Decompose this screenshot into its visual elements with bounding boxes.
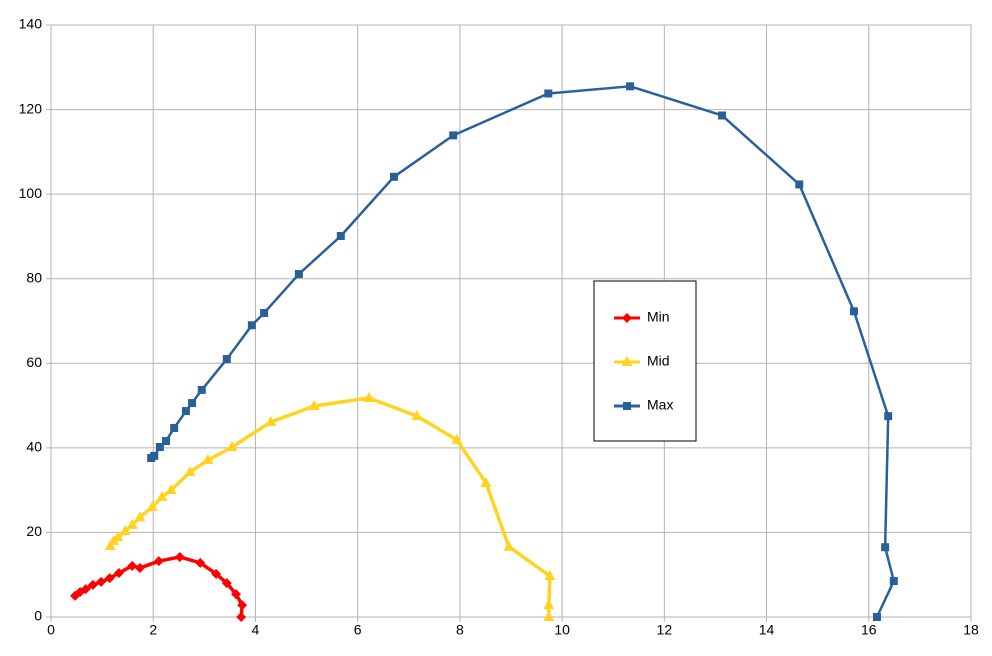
- marker: [718, 111, 727, 120]
- marker: [237, 600, 248, 611]
- marker: [126, 518, 138, 529]
- marker: [162, 437, 170, 446]
- marker: [231, 589, 242, 600]
- marker: [449, 131, 458, 140]
- x-tick-label: 8: [456, 622, 464, 638]
- marker: [184, 465, 196, 476]
- marker: [480, 476, 492, 487]
- x-tick-label: 18: [963, 622, 979, 638]
- marker: [236, 612, 247, 622]
- marker: [104, 573, 115, 584]
- marker: [195, 557, 206, 568]
- y-tick-label: 20: [26, 523, 42, 539]
- marker: [626, 82, 635, 91]
- x-tick-label: 6: [354, 622, 362, 638]
- marker: [165, 484, 177, 495]
- marker: [202, 454, 214, 465]
- marker: [119, 525, 131, 536]
- marker: [104, 539, 116, 550]
- marker: [543, 599, 555, 610]
- marker: [147, 454, 156, 463]
- marker: [170, 423, 179, 432]
- legend: Min Mid Max: [593, 280, 697, 442]
- marker: [543, 611, 555, 621]
- x-tick-label: 0: [47, 622, 55, 638]
- legend-label: Max: [647, 397, 673, 413]
- x-tick-label: 2: [149, 622, 157, 638]
- legend-label: Min: [647, 309, 670, 325]
- marker: [363, 391, 375, 402]
- x-tick-label: 10: [554, 622, 570, 638]
- marker: [211, 568, 222, 579]
- marker: [294, 270, 303, 279]
- marker: [622, 313, 632, 323]
- marker: [146, 501, 158, 512]
- legend-box: [593, 280, 697, 442]
- series-line: [150, 85, 896, 618]
- y-tick-label: 0: [34, 608, 42, 624]
- y-tick-label: 60: [26, 354, 42, 370]
- legend-label: Mid: [647, 353, 670, 369]
- marker: [70, 590, 81, 601]
- marker: [260, 308, 269, 317]
- marker: [389, 172, 398, 181]
- marker: [221, 578, 232, 589]
- marker: [544, 89, 553, 98]
- marker: [155, 443, 164, 452]
- plot-frame: [50, 24, 972, 618]
- marker: [134, 511, 146, 522]
- y-tick-label: 100: [19, 185, 43, 201]
- marker: [181, 407, 190, 416]
- y-tick-label: 120: [19, 100, 43, 116]
- marker: [411, 410, 423, 421]
- marker: [197, 385, 206, 394]
- x-tick-label: 16: [861, 622, 877, 638]
- marker: [156, 490, 168, 501]
- marker: [188, 399, 197, 408]
- marker: [849, 307, 858, 316]
- marker: [134, 562, 145, 573]
- marker: [881, 543, 890, 552]
- marker: [265, 416, 277, 427]
- marker: [451, 433, 463, 444]
- marker: [113, 568, 124, 579]
- marker: [544, 569, 556, 580]
- marker: [308, 399, 320, 410]
- marker: [222, 355, 231, 364]
- marker: [87, 579, 98, 590]
- y-tick-label: 40: [26, 439, 42, 455]
- y-tick-label: 80: [26, 269, 42, 285]
- marker: [336, 232, 345, 241]
- marker: [795, 180, 804, 189]
- marker: [96, 576, 107, 587]
- marker: [621, 356, 633, 366]
- marker: [503, 540, 515, 551]
- series-line: [73, 555, 244, 618]
- y-tick-label: 140: [19, 16, 43, 32]
- x-tick-label: 4: [252, 622, 260, 638]
- marker: [889, 577, 898, 586]
- marker: [127, 560, 138, 571]
- x-tick-label: 14: [759, 622, 775, 638]
- x-tick-label: 12: [657, 622, 673, 638]
- marker: [174, 551, 185, 562]
- marker: [226, 441, 238, 452]
- marker: [884, 412, 893, 421]
- marker: [623, 402, 631, 410]
- marker: [247, 321, 256, 330]
- marker: [153, 556, 164, 567]
- marker: [872, 613, 881, 621]
